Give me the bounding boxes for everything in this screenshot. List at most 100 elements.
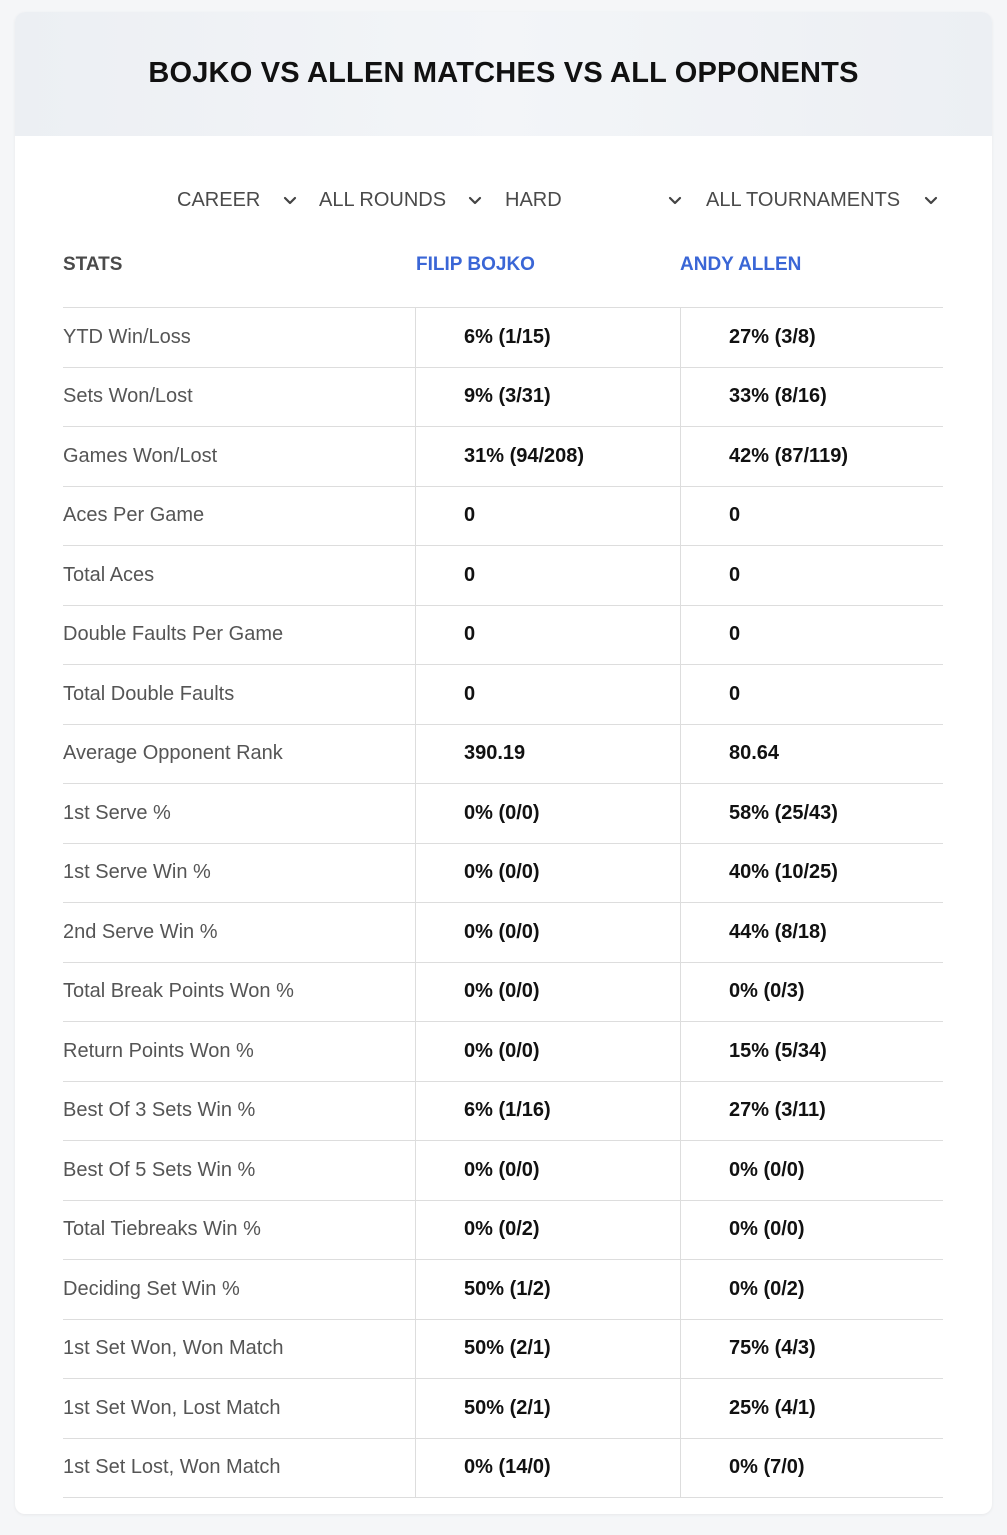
chevron-down-icon — [282, 192, 298, 208]
column-header-stats: STATS — [63, 254, 123, 275]
row-label: Return Points Won % — [63, 1039, 254, 1062]
player1-value: 0% (0/0) — [415, 784, 679, 843]
player2-value: 0% (0/0) — [680, 1141, 943, 1200]
stats-table: STATS FILIP BOJKO ANDY ALLEN YTD Win/Los… — [63, 250, 943, 1498]
row-label: 1st Set Won, Lost Match — [63, 1396, 281, 1419]
player1-value: 50% (2/1) — [415, 1319, 679, 1378]
table-row: Best Of 3 Sets Win % 6% (1/16) 27% (3/11) — [63, 1081, 943, 1141]
player1-value: 0% (0/0) — [415, 1141, 679, 1200]
row-label: Double Faults Per Game — [63, 623, 284, 646]
player2-value: 27% (3/8) — [680, 308, 943, 367]
player2-value: 0% (0/2) — [680, 1260, 943, 1319]
table-row: 1st Set Won, Lost Match 50% (2/1) 25% (4/1… — [63, 1379, 943, 1439]
player1-value: 31% (94/208) — [415, 427, 679, 486]
filter-career-value: CAREER — [177, 188, 261, 211]
table-row: Double Faults Per Game 0 0 — [63, 605, 943, 665]
filter-rounds-value: ALL ROUNDS — [319, 188, 447, 211]
player1-value: 50% (2/1) — [415, 1379, 679, 1438]
player2-value: 44% (8/18) — [680, 903, 943, 962]
player1-value: 6% (1/15) — [415, 308, 679, 367]
page-title: BOJKO VS ALLEN MATCHES VS ALL OPPONENTS — [148, 56, 859, 89]
player2-value: 0% (7/0) — [680, 1438, 943, 1497]
table-row: Total Tiebreaks Win % 0% (0/2) 0% (0/0) — [63, 1200, 943, 1260]
player1-value: 0% (0/2) — [415, 1200, 679, 1259]
player1-value: 0% (0/0) — [415, 962, 679, 1021]
table-row: Total Double Faults 0 0 — [63, 665, 943, 725]
player2-value: 15% (5/34) — [680, 1022, 943, 1081]
player1-value: 0 — [415, 486, 679, 545]
row-label: 1st Serve % — [63, 801, 171, 824]
filter-tournaments-value: ALL TOURNAMENTS — [706, 188, 901, 211]
table-row: Total Break Points Won % 0% (0/0) 0% (0/3) — [63, 962, 943, 1022]
filter-career-dropdown[interactable]: CAREER — [177, 184, 298, 216]
row-label: Total Double Faults — [63, 682, 235, 705]
table-row: Return Points Won % 0% (0/0) 15% (5/34) — [63, 1022, 943, 1082]
player2-value: 0% (0/0) — [680, 1200, 943, 1259]
filter-tournaments-dropdown[interactable]: ALL TOURNAMENTS — [706, 184, 939, 216]
column-header-player1[interactable]: FILIP BOJKO — [416, 254, 535, 275]
player1-value: 50% (1/2) — [415, 1260, 679, 1319]
filter-rounds-dropdown[interactable]: ALL ROUNDS — [319, 184, 483, 216]
table-row: Sets Won/Lost 9% (3/31) 33% (8/16) — [63, 367, 943, 427]
table-row: 1st Set Won, Won Match 50% (2/1) 75% (4/3) — [63, 1319, 943, 1379]
filter-bar: CAREER ALL ROUNDS HARD ALL TOURNAMENTS — [15, 184, 992, 216]
player1-value: 0% (0/0) — [415, 1022, 679, 1081]
player2-value: 33% (8/16) — [680, 367, 943, 426]
player1-value: 0 — [415, 665, 679, 724]
row-label: Games Won/Lost — [63, 444, 218, 467]
player2-value: 0 — [680, 665, 943, 724]
player1-value: 6% (1/16) — [415, 1081, 679, 1140]
table-header: STATS FILIP BOJKO ANDY ALLEN — [63, 250, 943, 308]
row-label: Total Tiebreaks Win % — [63, 1218, 261, 1241]
player2-value: 58% (25/43) — [680, 784, 943, 843]
row-label: Best Of 3 Sets Win % — [63, 1099, 256, 1122]
player2-value: 80.64 — [680, 724, 943, 783]
row-label: Aces Per Game — [63, 504, 205, 527]
player1-value: 0% (0/0) — [415, 903, 679, 962]
player2-value: 75% (4/3) — [680, 1319, 943, 1378]
row-label: YTD Win/Loss — [63, 325, 191, 348]
player2-value: 0 — [680, 486, 943, 545]
table-row: Average Opponent Rank 390.19 80.64 — [63, 724, 943, 784]
table-row: Best Of 5 Sets Win % 0% (0/0) 0% (0/0) — [63, 1141, 943, 1201]
row-label: 1st Set Won, Won Match — [63, 1337, 284, 1360]
player1-value: 0% (0/0) — [415, 843, 679, 902]
stats-card: BOJKO VS ALLEN MATCHES VS ALL OPPONENTS … — [15, 12, 992, 1514]
table-row: YTD Win/Loss 6% (1/15) 27% (3/8) — [63, 308, 943, 368]
row-label: Total Break Points Won % — [63, 980, 294, 1003]
player2-value: 0 — [680, 605, 943, 664]
row-label: Best Of 5 Sets Win % — [63, 1158, 256, 1181]
column-header-player2[interactable]: ANDY ALLEN — [680, 254, 802, 275]
player2-value: 0 — [680, 546, 943, 605]
player1-value: 390.19 — [415, 724, 679, 783]
table-row: Deciding Set Win % 50% (1/2) 0% (0/2) — [63, 1260, 943, 1320]
table-row: Aces Per Game 0 0 — [63, 486, 943, 546]
player2-value: 27% (3/11) — [680, 1081, 943, 1140]
player1-value: 0 — [415, 546, 679, 605]
player1-value: 0% (14/0) — [415, 1438, 679, 1497]
player2-value: 40% (10/25) — [680, 843, 943, 902]
filter-surface-dropdown[interactable]: HARD — [505, 184, 683, 216]
table-row: 1st Set Lost, Won Match 0% (14/0) 0% (7/0) — [63, 1438, 943, 1498]
chevron-down-icon — [467, 192, 483, 208]
card-header: BOJKO VS ALLEN MATCHES VS ALL OPPONENTS — [15, 12, 992, 136]
player2-value: 42% (87/119) — [680, 427, 943, 486]
player2-value: 0% (0/3) — [680, 962, 943, 1021]
row-label: Total Aces — [63, 563, 155, 586]
row-label: Sets Won/Lost — [63, 385, 193, 408]
table-body: YTD Win/Loss 6% (1/15) 27% (3/8) Sets Won/L… — [63, 308, 943, 1498]
chevron-down-icon — [923, 192, 939, 208]
table-row: Total Aces 0 0 — [63, 546, 943, 606]
chevron-down-icon — [667, 192, 683, 208]
player1-value: 0 — [415, 605, 679, 664]
player2-value: 25% (4/1) — [680, 1379, 943, 1438]
table-row: 2nd Serve Win % 0% (0/0) 44% (8/18) — [63, 903, 943, 963]
row-label: 2nd Serve Win % — [63, 920, 218, 943]
row-label: 1st Serve Win % — [63, 861, 211, 884]
table-row: Games Won/Lost 31% (94/208) 42% (87/119) — [63, 427, 943, 487]
filter-surface-value: HARD — [505, 188, 562, 211]
table-row: 1st Serve Win % 0% (0/0) 40% (10/25) — [63, 843, 943, 903]
row-label: 1st Set Lost, Won Match — [63, 1456, 281, 1479]
row-label: Average Opponent Rank — [63, 742, 283, 765]
player1-value: 9% (3/31) — [415, 367, 679, 426]
